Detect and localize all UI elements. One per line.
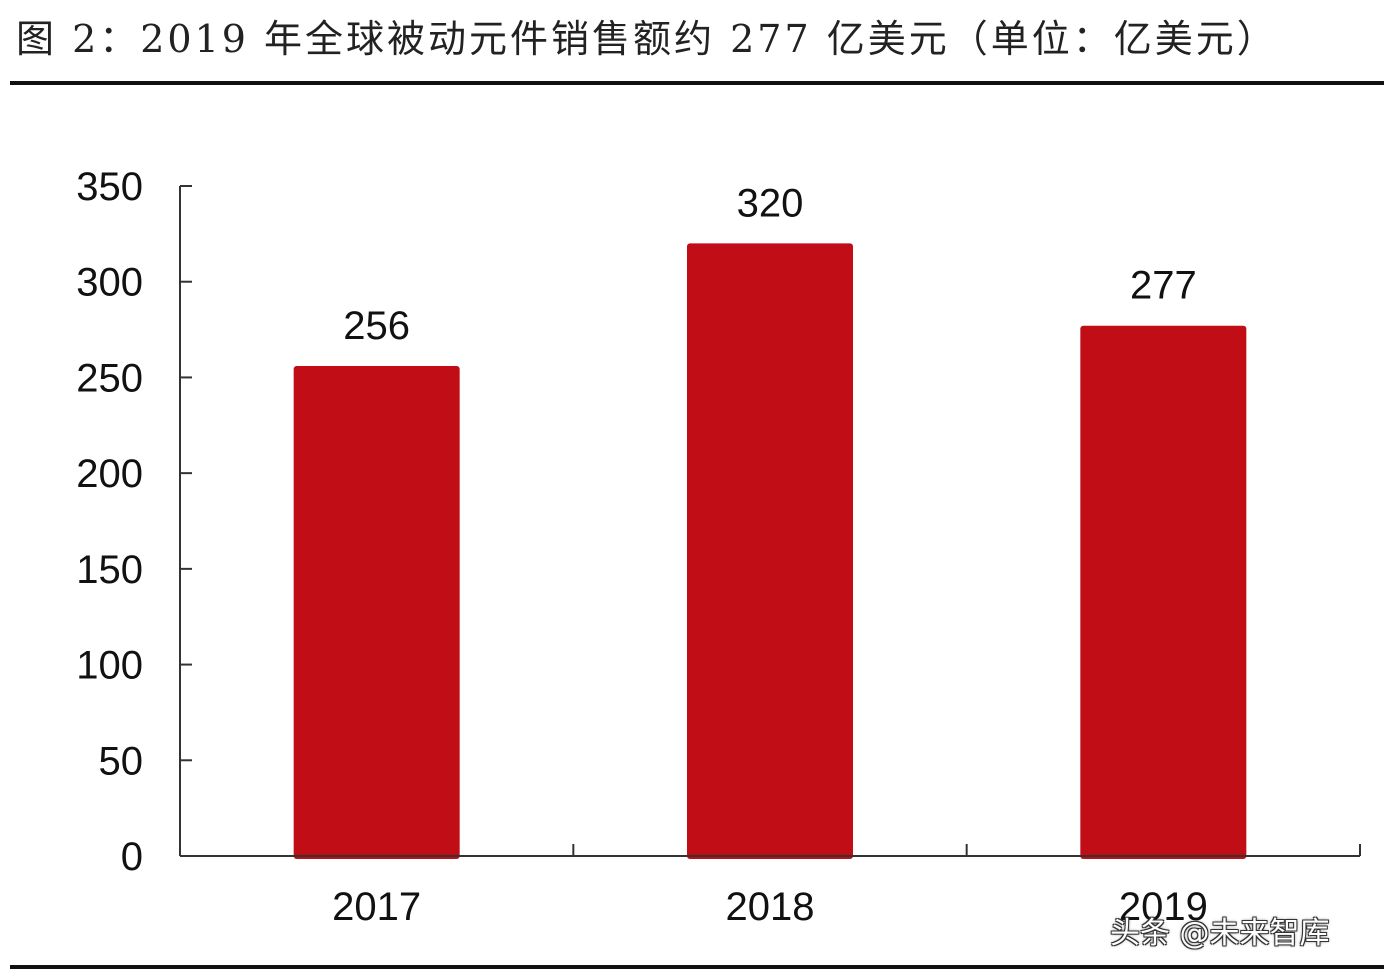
data-label-2019: 277: [1130, 264, 1197, 308]
x-tick-label-2018: 2018: [726, 885, 815, 929]
bottom-rule: [10, 965, 1384, 969]
y-tick-label: 50: [99, 739, 144, 783]
y-tick-label: 0: [121, 835, 143, 879]
data-label-2018: 320: [737, 181, 804, 225]
y-tick-label: 300: [76, 261, 143, 305]
y-tick-label: 150: [76, 548, 143, 592]
bar-2018: [687, 243, 853, 859]
y-tick-label: 350: [76, 165, 143, 209]
top-rule: [10, 81, 1384, 85]
watermark: 头条 @未来智库: [1110, 916, 1330, 951]
data-label-2017: 256: [343, 304, 410, 348]
figure-title: 图 2：2019 年全球被动元件销售额约 277 亿美元（单位：亿美元）: [16, 17, 1278, 61]
y-tick-label: 250: [76, 356, 143, 400]
y-tick-label: 200: [76, 452, 143, 496]
y-tick-label: 100: [76, 644, 143, 688]
bar-2019: [1080, 325, 1247, 859]
x-tick-label-2019: 2019: [1119, 885, 1208, 929]
x-tick-label-2017: 2017: [332, 885, 421, 929]
bar-2017: [293, 365, 460, 859]
